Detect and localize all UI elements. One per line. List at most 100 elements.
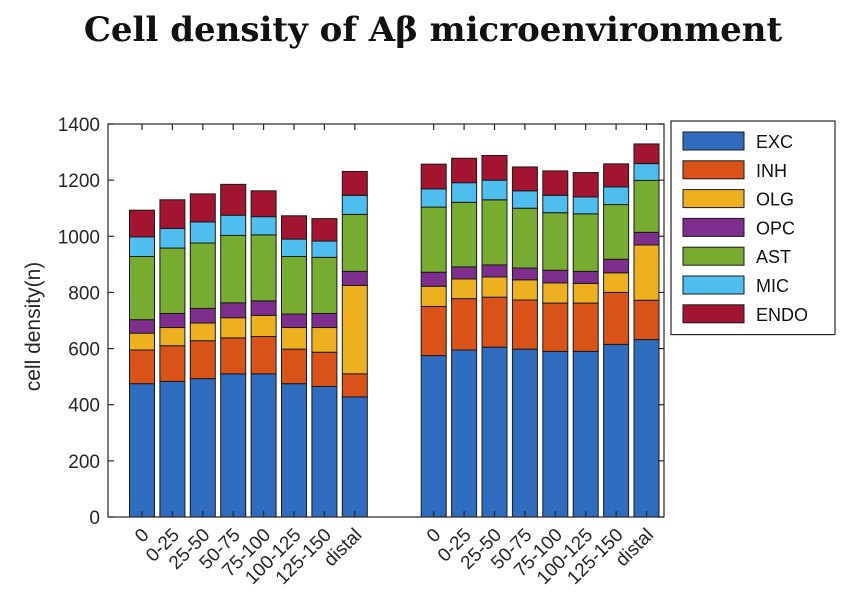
bar-olg-2 xyxy=(189,322,216,342)
y-axis-label: cell density(n) xyxy=(22,262,45,392)
bar-exc-2 xyxy=(189,378,216,518)
bar-opc-8 xyxy=(420,271,447,287)
bar-inh-14 xyxy=(603,291,630,345)
bar-exc-8 xyxy=(420,355,447,518)
bar-olg-8 xyxy=(420,285,447,307)
bar-endo-7 xyxy=(341,170,368,196)
bar-endo-3 xyxy=(220,183,247,216)
legend-label-exc: EXC xyxy=(756,132,793,152)
bar-endo-6 xyxy=(311,218,338,242)
bar-ast-8 xyxy=(420,206,447,273)
bar-inh-12 xyxy=(542,302,569,352)
legend-swatch-opc xyxy=(682,217,745,237)
bar-mic-3 xyxy=(220,214,247,236)
bar-mic-5 xyxy=(281,238,307,257)
bar-olg-4 xyxy=(250,314,277,338)
bar-mic-6 xyxy=(311,240,338,258)
bar-endo-11 xyxy=(511,166,538,192)
chart-title: Cell density of Aβ microenvironment xyxy=(83,10,783,50)
bar-inh-3 xyxy=(220,337,247,375)
bar-opc-15 xyxy=(633,231,660,246)
bar-exc-7 xyxy=(341,396,368,518)
bar-inh-13 xyxy=(572,302,599,352)
bar-opc-12 xyxy=(542,269,569,284)
bar-olg-7 xyxy=(341,284,368,375)
bar-opc-9 xyxy=(451,266,478,280)
bar-mic-13 xyxy=(572,196,599,215)
y-tick-label: 1000 xyxy=(58,227,100,248)
bar-inh-5 xyxy=(281,348,307,385)
bar-ast-0 xyxy=(129,255,155,321)
bar-olg-13 xyxy=(572,282,599,304)
bar-olg-12 xyxy=(542,282,569,304)
bar-opc-2 xyxy=(189,307,216,324)
bar-ast-2 xyxy=(189,242,216,309)
legend-label-endo: ENDO xyxy=(756,305,808,325)
bar-opc-7 xyxy=(341,270,368,286)
bar-mic-14 xyxy=(603,186,630,206)
bar-endo-9 xyxy=(451,157,478,184)
bar-opc-0 xyxy=(129,319,155,334)
bar-exc-14 xyxy=(603,343,630,518)
bar-ast-12 xyxy=(542,212,569,271)
bar-inh-15 xyxy=(633,299,660,341)
bar-mic-2 xyxy=(189,221,216,244)
bar-ast-3 xyxy=(220,234,247,304)
bar-endo-10 xyxy=(481,154,508,181)
bar-ast-6 xyxy=(311,256,338,314)
bar-olg-15 xyxy=(633,244,660,301)
bar-endo-12 xyxy=(542,170,569,196)
y-tick-label: 600 xyxy=(68,340,100,361)
bar-endo-15 xyxy=(633,143,660,165)
bar-exc-3 xyxy=(220,373,247,518)
bar-inh-9 xyxy=(451,298,478,351)
bar-exc-1 xyxy=(159,380,186,518)
bar-exc-4 xyxy=(250,373,277,518)
bar-olg-11 xyxy=(511,279,538,301)
bar-inh-7 xyxy=(341,373,368,398)
bar-olg-6 xyxy=(311,327,338,353)
legend-swatch-olg xyxy=(682,189,745,209)
bar-opc-5 xyxy=(281,313,307,329)
bar-inh-11 xyxy=(511,299,538,350)
bar-olg-0 xyxy=(129,332,155,351)
y-tick-label: 800 xyxy=(68,283,100,304)
legend-label-inh: INH xyxy=(756,161,787,181)
legend-label-opc: OPC xyxy=(756,218,795,238)
bar-ast-11 xyxy=(511,207,538,269)
bar-mic-10 xyxy=(481,179,508,201)
bar-opc-10 xyxy=(481,264,508,278)
bar-mic-15 xyxy=(633,163,660,181)
bar-exc-13 xyxy=(572,350,599,518)
bar-olg-1 xyxy=(159,327,186,347)
bar-endo-2 xyxy=(189,193,216,223)
bar-mic-1 xyxy=(159,227,186,249)
bar-exc-0 xyxy=(129,383,155,518)
y-tick-label: 1400 xyxy=(58,115,100,136)
bar-ast-15 xyxy=(633,179,660,233)
bar-ast-1 xyxy=(159,247,186,314)
bar-mic-7 xyxy=(341,194,368,215)
bar-olg-5 xyxy=(281,327,307,350)
bar-ast-10 xyxy=(481,199,508,266)
legend-swatch-ast xyxy=(682,246,745,266)
legend-swatch-exc xyxy=(682,131,745,151)
bar-exc-5 xyxy=(281,383,307,518)
bar-mic-8 xyxy=(420,188,447,208)
bar-ast-7 xyxy=(341,213,368,272)
bar-ast-5 xyxy=(281,255,307,315)
bar-endo-14 xyxy=(603,163,630,188)
bars-layer xyxy=(129,143,660,518)
bar-ast-9 xyxy=(451,201,478,268)
bar-mic-4 xyxy=(250,216,277,236)
bar-inh-6 xyxy=(311,351,338,387)
bar-exc-6 xyxy=(311,385,338,518)
y-tick-label: 0 xyxy=(89,508,100,529)
legend-swatch-endo xyxy=(682,304,745,324)
legend: EXC INH OLG OPC AST MIC ENDO xyxy=(670,120,836,336)
bar-inh-10 xyxy=(481,296,508,348)
bar-mic-11 xyxy=(511,190,538,209)
bar-endo-8 xyxy=(420,163,447,190)
bar-opc-13 xyxy=(572,270,599,284)
